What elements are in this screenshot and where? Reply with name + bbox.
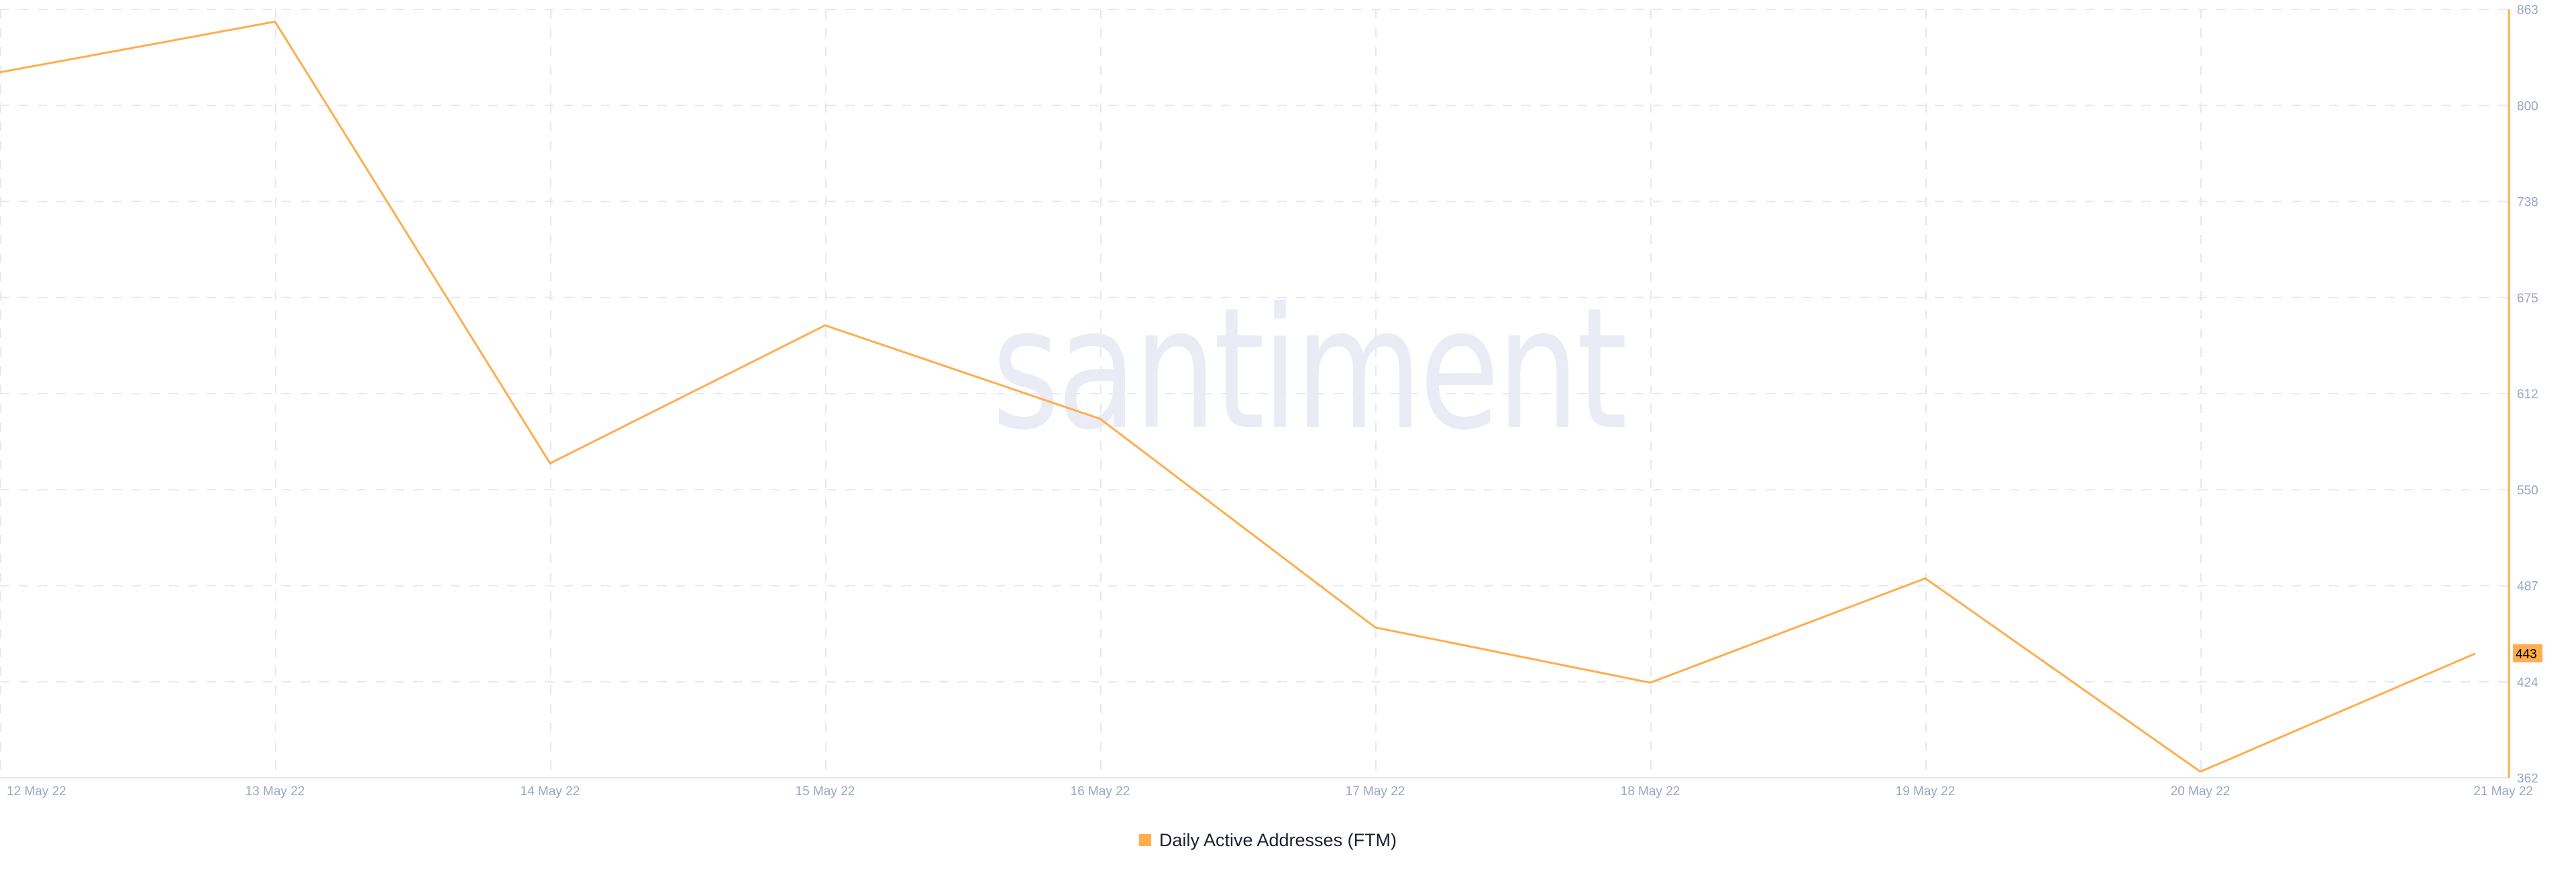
- series-line-daily-active-addresses[interactable]: [0, 20, 2476, 773]
- x-tick-label: 15 May 22: [796, 784, 855, 799]
- x-tick-label: 21 May 22: [2473, 784, 2533, 799]
- y-tick-label: 424: [2517, 676, 2538, 690]
- y-axis-ticks: 863 800 738 675 612 550 487 424 362: [2517, 3, 2538, 786]
- y-tick-label: 675: [2517, 292, 2538, 306]
- horizontal-gridlines: [0, 9, 2509, 683]
- y-tick-label: 550: [2517, 483, 2538, 498]
- x-tick-label: 16 May 22: [1071, 784, 1130, 799]
- y-tick-label: 362: [2517, 772, 2538, 786]
- badge-value: 443: [2516, 648, 2537, 662]
- x-tick-label: 12 May 22: [7, 784, 66, 799]
- x-tick-label: 20 May 22: [2171, 784, 2231, 799]
- legend: Daily Active Addresses (FTM): [0, 829, 2576, 852]
- x-tick-label: 19 May 22: [1896, 784, 1955, 799]
- y-tick-label: 612: [2517, 388, 2538, 402]
- x-tick-label: 18 May 22: [1621, 784, 1680, 799]
- y-tick-label: 800: [2517, 99, 2538, 113]
- legend-item[interactable]: Daily Active Addresses (FTM): [1138, 829, 1397, 851]
- y-tick-label: 863: [2517, 3, 2538, 17]
- legend-label: Daily Active Addresses (FTM): [1159, 829, 1397, 850]
- x-tick-label: 13 May 22: [246, 784, 305, 799]
- x-axis-ticks: 12 May 22 13 May 22 14 May 22 15 May 22 16 M…: [7, 784, 2533, 799]
- vertical-gridlines: [0, 9, 2202, 778]
- badge-background: [2513, 644, 2542, 662]
- y-tick-label: 738: [2517, 196, 2538, 210]
- x-tick-label: 17 May 22: [1346, 784, 1405, 799]
- last-value-badge: 443: [2513, 644, 2542, 662]
- legend-swatch-icon: [1138, 834, 1151, 846]
- y-tick-label: 487: [2517, 580, 2538, 594]
- x-tick-label: 14 May 22: [521, 784, 580, 799]
